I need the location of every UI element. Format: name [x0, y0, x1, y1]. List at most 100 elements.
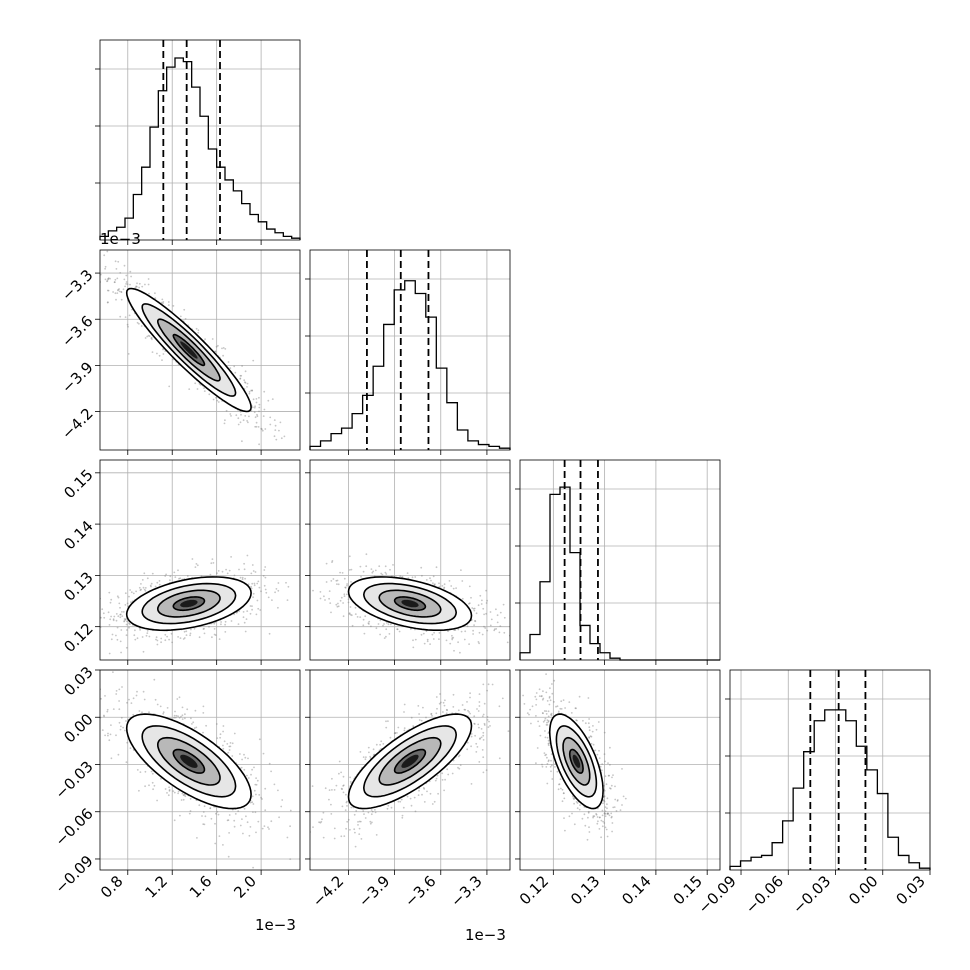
- scatter-point: [150, 337, 153, 339]
- scatter-point: [164, 575, 167, 577]
- scatter-point: [452, 587, 455, 590]
- scatter-point: [487, 726, 490, 728]
- scatter-point: [359, 616, 362, 618]
- scatter-point: [425, 716, 427, 719]
- scatter-point: [110, 615, 112, 618]
- scatter-point: [256, 413, 258, 416]
- scatter-point: [123, 620, 125, 623]
- contour-line: [125, 576, 252, 632]
- contour-line: [125, 287, 252, 413]
- scatter-point: [603, 812, 606, 815]
- y-tick-label: 0.12: [60, 620, 96, 656]
- scatter-point: [257, 426, 260, 428]
- scatter-point: [233, 825, 236, 828]
- scatter-point: [386, 807, 389, 810]
- scatter-point: [343, 595, 346, 597]
- scatter-point: [134, 638, 137, 641]
- scatter-point: [340, 787, 343, 790]
- scatter-point: [385, 726, 388, 729]
- contour-line: [141, 303, 237, 397]
- scatter-point: [129, 589, 132, 591]
- scatter-point: [251, 795, 254, 798]
- scatter-point: [263, 569, 266, 571]
- scatter-point: [439, 693, 441, 695]
- scatter-point: [237, 423, 240, 426]
- contour-line: [172, 748, 206, 774]
- scatter-point: [183, 637, 186, 639]
- scatter-point: [145, 634, 148, 637]
- scatter-point: [211, 558, 214, 560]
- contour-line: [362, 582, 458, 625]
- scatter-point: [475, 751, 478, 753]
- scatter-point: [124, 729, 126, 732]
- scatter-point: [203, 627, 205, 630]
- scatter-point: [556, 705, 559, 708]
- scatter-point: [112, 619, 115, 622]
- scatter-point: [138, 322, 140, 325]
- scatter-point: [337, 602, 339, 605]
- scatter-point: [347, 598, 350, 601]
- scatter-point: [417, 705, 420, 707]
- scatter-point: [483, 625, 485, 628]
- scatter-point: [446, 768, 449, 771]
- scatter-point: [481, 749, 484, 751]
- scatter-point: [253, 766, 255, 769]
- scatter-point: [613, 806, 616, 808]
- scatter-point: [109, 618, 112, 621]
- scatter-point: [106, 280, 108, 283]
- scatter-point: [262, 575, 265, 577]
- scatter-point: [227, 819, 230, 821]
- scatter-point: [228, 749, 231, 751]
- scatter-point: [248, 392, 251, 395]
- scatter-point: [91, 731, 93, 733]
- scatter-point: [278, 816, 280, 819]
- scatter-point: [248, 390, 251, 393]
- scatter-point: [104, 278, 107, 281]
- scatter-point: [252, 592, 255, 595]
- scatter-point: [283, 435, 286, 438]
- scatter-point: [252, 398, 255, 401]
- scatter-point: [202, 712, 205, 714]
- scatter-point: [259, 609, 262, 611]
- scatter-point: [182, 638, 185, 640]
- scatter-point: [256, 779, 259, 782]
- scatter-point: [403, 711, 405, 713]
- scatter-point: [477, 641, 480, 643]
- scatter-point: [154, 292, 156, 295]
- scatter-point: [202, 705, 205, 708]
- contour-line: [156, 589, 221, 618]
- panel-frame: [309, 249, 511, 451]
- scatter-point: [162, 301, 165, 303]
- scatter-point: [458, 767, 461, 770]
- scatter-point: [166, 707, 169, 709]
- scatter-point: [225, 568, 228, 571]
- scatter-point: [262, 415, 265, 417]
- scatter-point: [318, 821, 320, 824]
- scatter-point: [254, 571, 257, 573]
- scatter-point: [454, 629, 457, 631]
- scatter-point: [278, 429, 280, 432]
- scatter-point: [118, 290, 121, 293]
- panel-content: [522, 673, 627, 841]
- scatter-point: [234, 813, 237, 815]
- scatter-point: [482, 683, 485, 686]
- scatter-point: [254, 416, 257, 419]
- histogram-step: [729, 709, 931, 870]
- scatter-point: [362, 618, 365, 621]
- scatter-point: [353, 828, 356, 831]
- scatter-point: [340, 596, 343, 599]
- scatter-point: [117, 289, 119, 292]
- scatter-point: [396, 628, 399, 631]
- scatter-point: [120, 298, 123, 301]
- scatter-point: [371, 810, 374, 813]
- scatter-point: [262, 752, 265, 755]
- scatter-point: [142, 690, 145, 693]
- panel-frame: [99, 669, 301, 871]
- scatter-point: [270, 820, 273, 823]
- scatter-point: [434, 779, 437, 782]
- scatter-point: [152, 788, 155, 791]
- scatter-point: [101, 729, 104, 731]
- scatter-point: [595, 813, 597, 815]
- scatter-point: [229, 413, 232, 415]
- scatter-point: [542, 720, 545, 723]
